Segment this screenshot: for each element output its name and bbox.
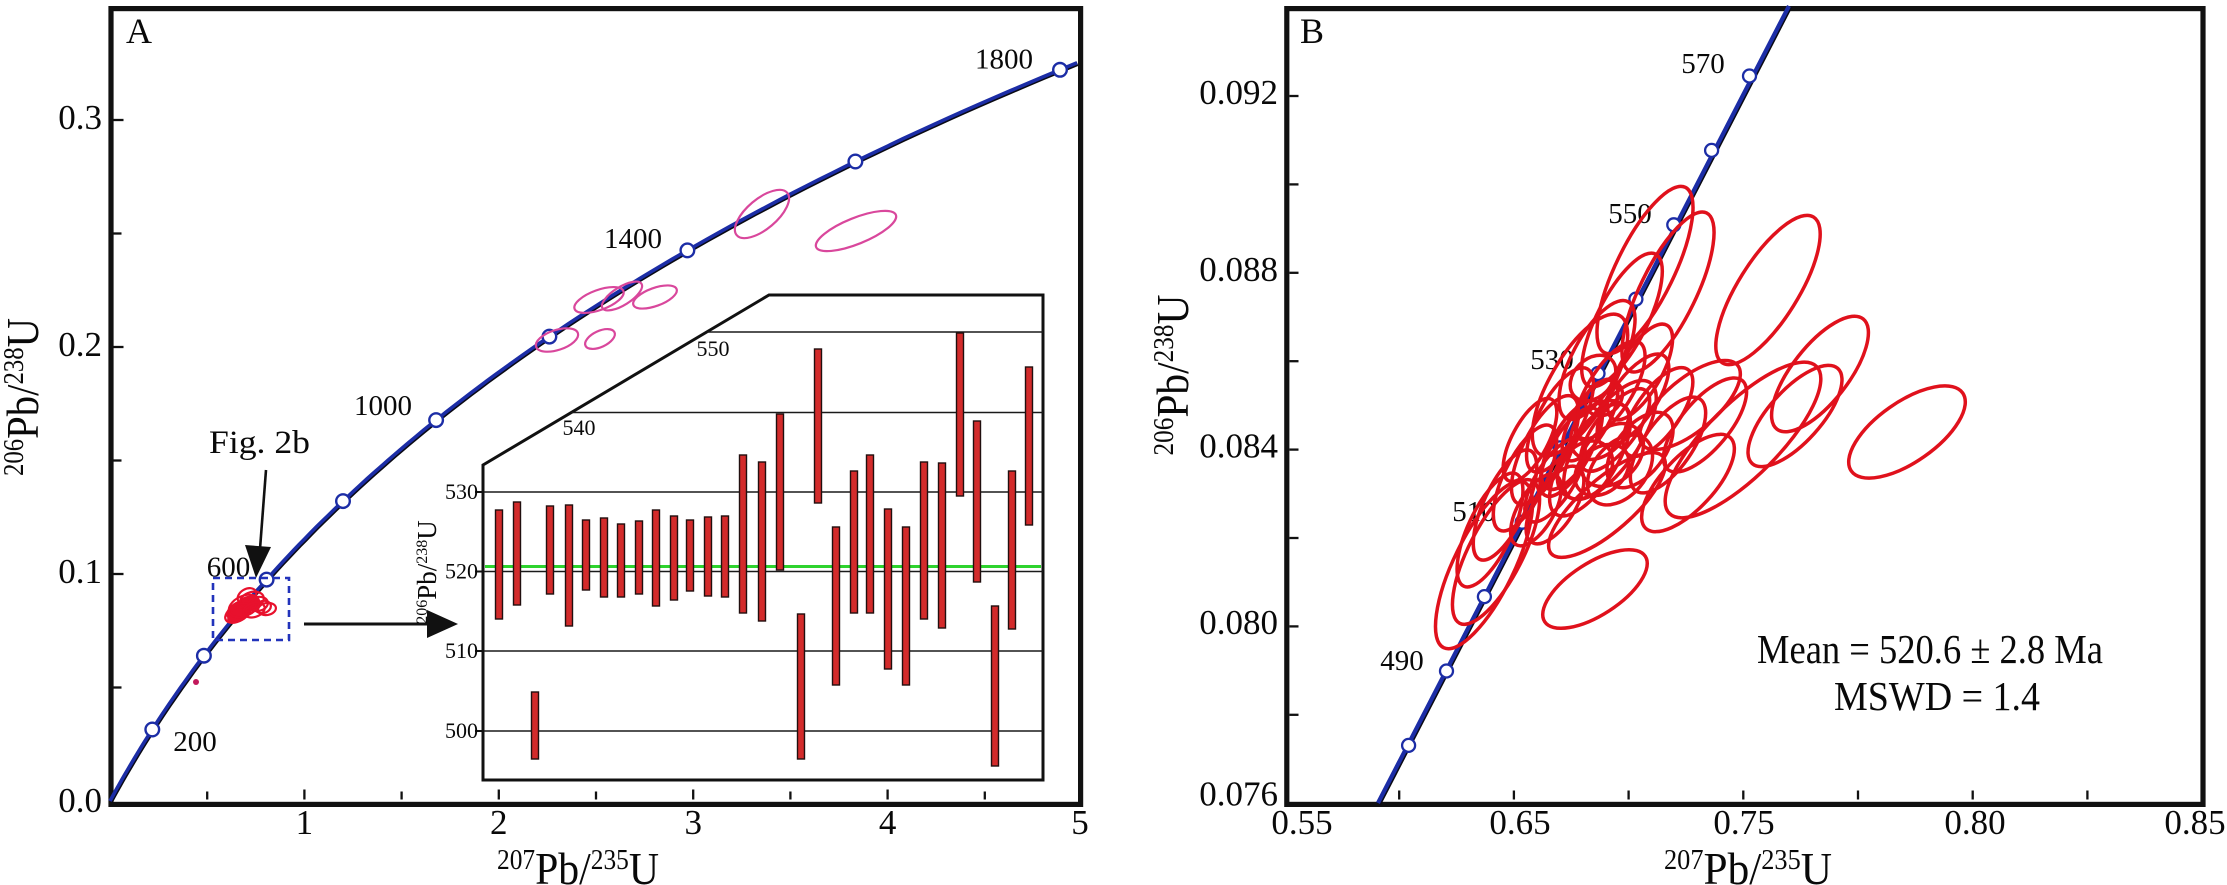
svg-text:510: 510 [445, 638, 478, 663]
svg-text:3: 3 [684, 803, 702, 842]
svg-text:520: 520 [445, 559, 478, 584]
svg-text:0.85: 0.85 [2164, 803, 2225, 842]
svg-text:0.0: 0.0 [58, 781, 102, 820]
svg-text:0.092: 0.092 [1199, 73, 1278, 112]
svg-text:207Pb/235U: 207Pb/235U [497, 843, 659, 885]
svg-text:550: 550 [697, 336, 730, 361]
svg-text:A: A [126, 11, 152, 51]
svg-text:570: 570 [1681, 48, 1725, 80]
svg-text:B: B [1300, 11, 1324, 51]
svg-text:4: 4 [879, 803, 897, 842]
svg-text:1800: 1800 [975, 44, 1033, 76]
svg-text:500: 500 [445, 718, 478, 743]
svg-text:1000: 1000 [354, 390, 412, 422]
svg-text:206Pb/238U: 206Pb/238U [0, 318, 48, 476]
svg-text:1: 1 [296, 803, 314, 842]
svg-text:206Pb/238U: 206Pb/238U [1147, 295, 1198, 456]
svg-text:0.75: 0.75 [1713, 803, 1774, 842]
svg-text:0.65: 0.65 [1489, 803, 1550, 842]
svg-text:207Pb/235U: 207Pb/235U [1664, 843, 1832, 885]
svg-text:490: 490 [1380, 645, 1424, 677]
svg-text:MSWD = 1.4: MSWD = 1.4 [1834, 673, 2040, 719]
svg-text:540: 540 [563, 415, 596, 440]
svg-text:1400: 1400 [604, 223, 662, 255]
svg-text:0.55: 0.55 [1271, 803, 1332, 842]
svg-text:0.1: 0.1 [58, 552, 102, 591]
svg-text:0.080: 0.080 [1199, 603, 1278, 642]
svg-text:5: 5 [1071, 803, 1089, 842]
svg-text:2: 2 [490, 803, 508, 842]
svg-text:0.076: 0.076 [1199, 775, 1278, 814]
svg-text:0.088: 0.088 [1199, 250, 1278, 289]
svg-text:0.2: 0.2 [58, 325, 102, 364]
svg-text:200: 200 [173, 726, 217, 758]
svg-text:530: 530 [445, 479, 478, 504]
svg-text:0.80: 0.80 [1944, 803, 2005, 842]
svg-text:Mean = 520.6 ± 2.8 Ma: Mean = 520.6 ± 2.8 Ma [1757, 626, 2103, 672]
svg-text:0.3: 0.3 [58, 98, 102, 137]
svg-text:0.084: 0.084 [1199, 427, 1278, 466]
svg-text:206Pb/238U: 206Pb/238U [412, 520, 442, 624]
svg-text:Fig. 2b: Fig. 2b [209, 425, 310, 461]
